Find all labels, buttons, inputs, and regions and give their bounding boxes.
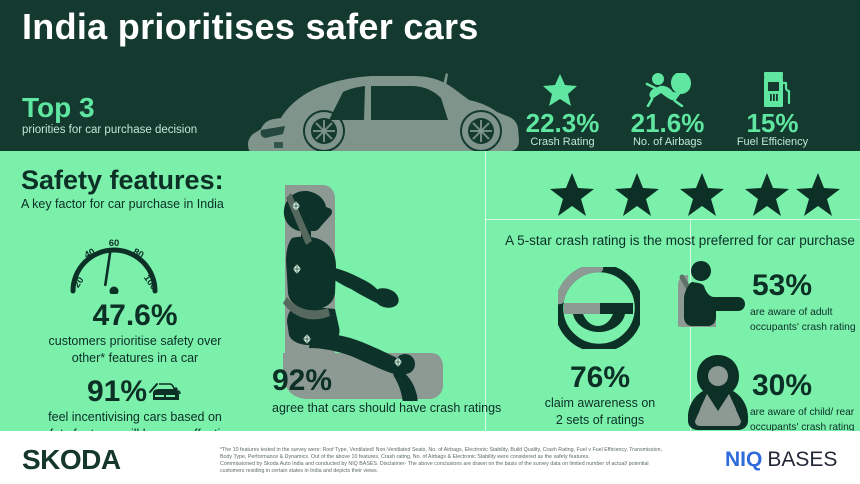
svg-text:60: 60 bbox=[109, 238, 120, 249]
